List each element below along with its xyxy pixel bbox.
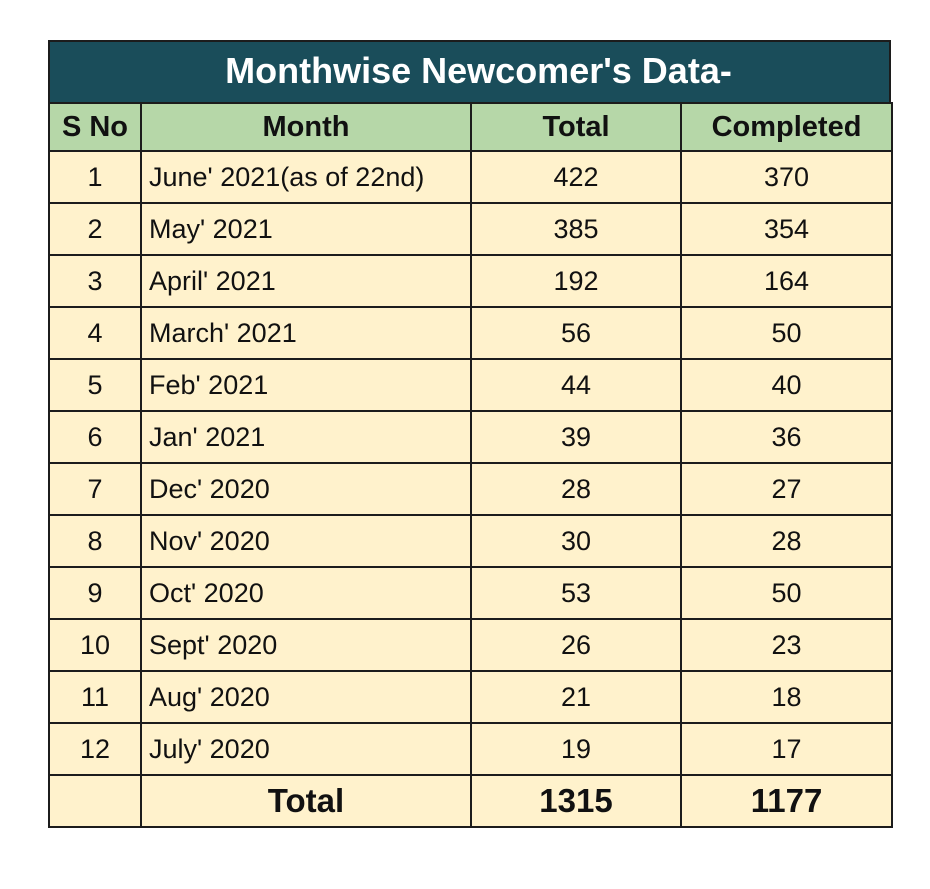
sno-cell: 3: [48, 254, 142, 308]
total-sno-cell: [48, 774, 142, 828]
table-row: 4 March' 2021 56 50: [48, 306, 893, 360]
completed-cell: 50: [680, 566, 893, 620]
sno-cell: 10: [48, 618, 142, 672]
month-cell: Dec' 2020: [140, 462, 472, 516]
total-cell: 39: [470, 410, 682, 464]
month-cell: Oct' 2020: [140, 566, 472, 620]
total-cell: 422: [470, 150, 682, 204]
total-cell: 21: [470, 670, 682, 724]
header-completed: Completed: [680, 102, 893, 152]
newcomer-data-table: S No Month Total Completed 1 June' 2021(a…: [48, 102, 893, 828]
table-row: 1 June' 2021(as of 22nd) 422 370: [48, 150, 893, 204]
newcomer-data-table-sheet: Monthwise Newcomer's Data- S No Month To…: [48, 40, 893, 828]
table-row: 10 Sept' 2020 26 23: [48, 618, 893, 672]
completed-cell: 23: [680, 618, 893, 672]
total-cell: 28: [470, 462, 682, 516]
table-title-bar: Monthwise Newcomer's Data-: [48, 40, 891, 102]
total-label: Total: [140, 774, 472, 828]
sno-cell: 9: [48, 566, 142, 620]
total-cell: 56: [470, 306, 682, 360]
month-cell: April' 2021: [140, 254, 472, 308]
month-cell: Aug' 2020: [140, 670, 472, 724]
completed-cell: 354: [680, 202, 893, 256]
grand-total-value: 1315: [470, 774, 682, 828]
header-total: Total: [470, 102, 682, 152]
total-cell: 53: [470, 566, 682, 620]
sno-cell: 6: [48, 410, 142, 464]
table-row: 12 July' 2020 19 17: [48, 722, 893, 776]
month-cell: Sept' 2020: [140, 618, 472, 672]
sno-cell: 2: [48, 202, 142, 256]
completed-cell: 27: [680, 462, 893, 516]
month-cell: Jan' 2021: [140, 410, 472, 464]
table-row: 11 Aug' 2020 21 18: [48, 670, 893, 724]
table-body: 1 June' 2021(as of 22nd) 422 370 2 May' 2021 3…: [48, 150, 893, 776]
table-row: 7 Dec' 2020 28 27: [48, 462, 893, 516]
total-cell: 30: [470, 514, 682, 568]
completed-cell: 370: [680, 150, 893, 204]
header-row: S No Month Total Completed: [48, 102, 893, 152]
month-cell: March' 2021: [140, 306, 472, 360]
header-sno: S No: [48, 102, 142, 152]
completed-cell: 18: [680, 670, 893, 724]
table-row: 8 Nov' 2020 30 28: [48, 514, 893, 568]
month-cell: Feb' 2021: [140, 358, 472, 412]
month-cell: July' 2020: [140, 722, 472, 776]
sno-cell: 5: [48, 358, 142, 412]
sno-cell: 1: [48, 150, 142, 204]
total-cell: 385: [470, 202, 682, 256]
table-row: 3 April' 2021 192 164: [48, 254, 893, 308]
total-row: Total 1315 1177: [48, 774, 893, 828]
table-row: 6 Jan' 2021 39 36: [48, 410, 893, 464]
total-cell: 19: [470, 722, 682, 776]
grand-completed-value: 1177: [680, 774, 893, 828]
month-cell: Nov' 2020: [140, 514, 472, 568]
table-row: 2 May' 2021 385 354: [48, 202, 893, 256]
sno-cell: 7: [48, 462, 142, 516]
completed-cell: 164: [680, 254, 893, 308]
table-title: Monthwise Newcomer's Data-: [225, 50, 732, 91]
completed-cell: 28: [680, 514, 893, 568]
total-cell: 44: [470, 358, 682, 412]
sno-cell: 4: [48, 306, 142, 360]
completed-cell: 36: [680, 410, 893, 464]
total-cell: 192: [470, 254, 682, 308]
header-month: Month: [140, 102, 472, 152]
sno-cell: 8: [48, 514, 142, 568]
month-cell: May' 2021: [140, 202, 472, 256]
sno-cell: 12: [48, 722, 142, 776]
total-cell: 26: [470, 618, 682, 672]
month-cell: June' 2021(as of 22nd): [140, 150, 472, 204]
completed-cell: 40: [680, 358, 893, 412]
completed-cell: 50: [680, 306, 893, 360]
completed-cell: 17: [680, 722, 893, 776]
table-row: 9 Oct' 2020 53 50: [48, 566, 893, 620]
sno-cell: 11: [48, 670, 142, 724]
table-row: 5 Feb' 2021 44 40: [48, 358, 893, 412]
